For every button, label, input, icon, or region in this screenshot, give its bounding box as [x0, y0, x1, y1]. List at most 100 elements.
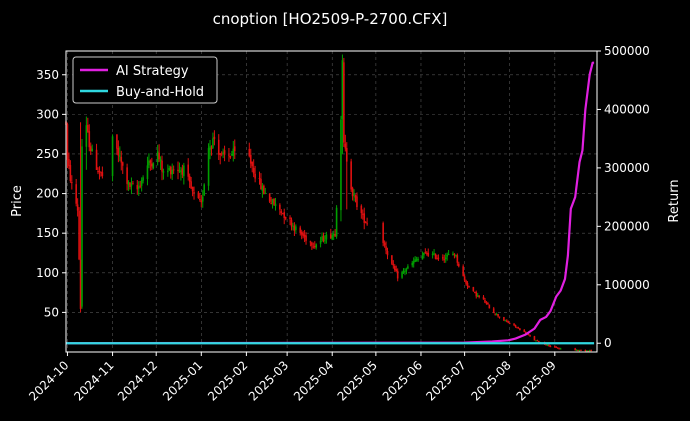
candle-up: [588, 350, 591, 352]
candle-down: [587, 350, 590, 352]
candle-down: [273, 198, 275, 205]
y-tick-label: 100: [36, 266, 59, 280]
candle-up: [127, 182, 130, 185]
candle-down: [354, 195, 357, 198]
candle-up: [476, 295, 479, 297]
candle-down: [437, 257, 440, 259]
return-lines: [65, 61, 595, 345]
candle-down: [197, 192, 200, 199]
candle-down: [556, 347, 559, 349]
candle-down: [260, 178, 262, 190]
y2-tick-label: 300000: [604, 161, 650, 175]
candle-down: [385, 246, 387, 251]
candle-up: [431, 253, 434, 255]
candle-up: [130, 183, 133, 187]
candle-down: [329, 234, 332, 239]
candle-up: [148, 160, 150, 166]
candle-down: [497, 313, 499, 317]
candle-down: [492, 308, 495, 314]
candle-down: [506, 320, 508, 322]
y2-tick-label: 200000: [604, 219, 650, 233]
candle-down: [121, 162, 124, 166]
y2-tick-label: 0: [604, 336, 612, 350]
candle-down: [360, 205, 363, 214]
candle-down: [382, 223, 384, 243]
candle-down: [268, 193, 271, 202]
candle-down: [395, 269, 398, 272]
candle-down: [334, 233, 336, 237]
candle-down: [283, 212, 286, 218]
candle-up: [85, 125, 88, 147]
candle-up: [81, 146, 83, 307]
series-line-ai-strategy: [65, 61, 595, 345]
legend-box: [72, 56, 218, 104]
candle-up: [404, 270, 406, 272]
candle-down: [210, 147, 213, 149]
candle-down: [485, 302, 488, 304]
candle-down: [281, 213, 284, 215]
candle-down: [484, 299, 486, 303]
candle-up: [203, 184, 206, 196]
candle-down: [344, 143, 347, 149]
candle-up: [421, 255, 424, 260]
candle-down: [436, 258, 438, 260]
candle-down: [350, 161, 352, 190]
candle-up: [146, 165, 149, 180]
candle-down: [302, 233, 304, 236]
chart-title: cnoption [HO2509-P-2700.CFX]: [213, 10, 448, 28]
candle-down: [472, 287, 475, 292]
candle-down: [322, 235, 325, 242]
y2-tick-label: 500000: [604, 44, 650, 58]
candle-down: [172, 169, 175, 171]
candle-up: [264, 192, 267, 194]
candle-down: [69, 165, 72, 181]
candle-up: [414, 259, 416, 262]
y2-axis-label: Return: [667, 179, 682, 222]
candle-down: [89, 146, 92, 152]
candle-down: [343, 62, 345, 143]
candle-down: [120, 156, 123, 163]
candle-up: [231, 154, 233, 156]
candle-down: [252, 167, 255, 174]
y-axis-label: Price: [10, 185, 25, 217]
candle-down: [161, 160, 163, 172]
candle-up: [452, 253, 454, 256]
candle-up: [156, 151, 159, 163]
candle-up: [111, 136, 114, 177]
candle-down: [293, 225, 296, 231]
candle-down: [228, 154, 230, 156]
candle-up: [274, 203, 277, 206]
candle-down: [386, 250, 389, 256]
candle-down: [462, 266, 464, 276]
candle-up: [444, 257, 447, 259]
candle-up: [495, 314, 498, 316]
candle-down: [392, 263, 395, 266]
candle-down: [513, 323, 515, 326]
candle-down: [536, 340, 539, 342]
candle-down: [356, 196, 358, 208]
candle-up: [405, 269, 408, 271]
candle-down: [68, 159, 70, 167]
candle-down: [468, 285, 470, 287]
candle-up: [586, 350, 588, 352]
candle-down: [139, 185, 141, 187]
candle-down: [424, 251, 427, 253]
candle-down: [95, 149, 98, 170]
candle-down: [351, 188, 354, 197]
candle-down: [584, 349, 587, 351]
candle-down: [169, 166, 172, 175]
candle-down: [427, 252, 430, 256]
candle-down: [151, 163, 153, 167]
candle-up: [353, 193, 355, 196]
y-tick-label: 50: [44, 305, 59, 319]
candle-down: [219, 153, 222, 155]
candle-down: [396, 270, 399, 279]
candle-down: [503, 317, 505, 321]
candle-up: [504, 320, 507, 322]
candle-up: [340, 119, 342, 211]
candle-up: [137, 186, 140, 189]
candle-up: [535, 340, 537, 342]
candle-down: [66, 124, 69, 160]
legend-label-buy-and-hold: Buy-and-Hold: [116, 85, 204, 100]
